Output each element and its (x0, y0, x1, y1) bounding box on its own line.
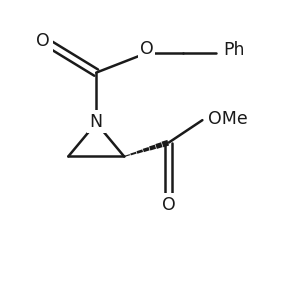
Text: Ph: Ph (223, 41, 245, 59)
Text: N: N (90, 113, 103, 131)
Text: O: O (36, 32, 50, 50)
Text: O: O (162, 196, 176, 213)
Text: O: O (140, 40, 153, 58)
Text: OMe: OMe (208, 110, 248, 128)
